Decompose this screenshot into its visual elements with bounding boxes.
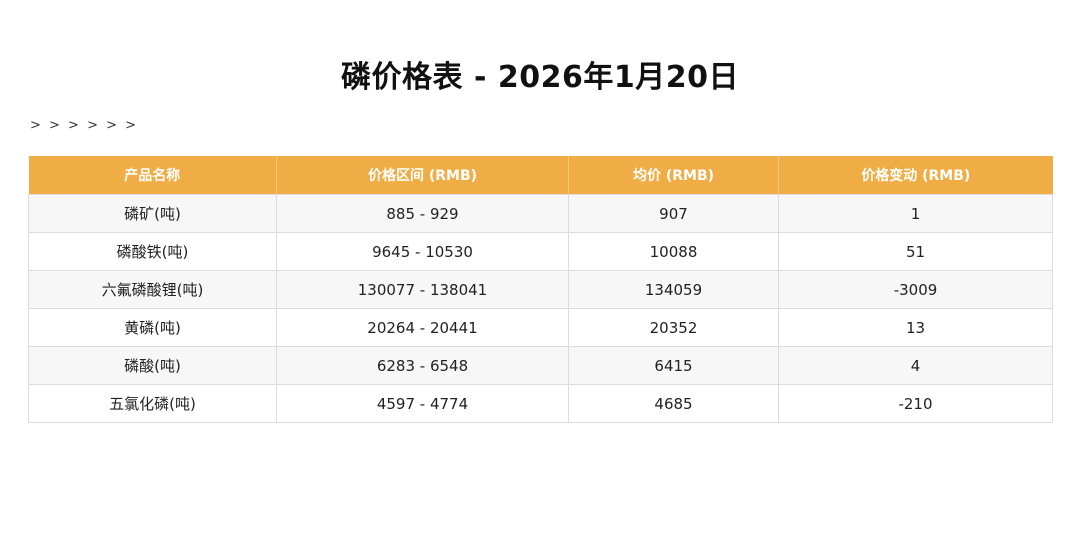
- cell-product-name: 磷酸铁(吨): [28, 232, 277, 271]
- cell-price-change: -210: [778, 384, 1053, 423]
- table-row: 磷酸铁(吨) 9645 - 10530 10088 51: [28, 232, 1053, 271]
- header-price-range: 价格区间 (RMB): [276, 156, 569, 195]
- cell-average-price: 6415: [568, 346, 779, 385]
- header-price-change: 价格变动 (RMB): [778, 156, 1053, 195]
- table-header-row: 产品名称 价格区间 (RMB) 均价 (RMB) 价格变动 (RMB): [28, 156, 1053, 195]
- header-average-price: 均价 (RMB): [568, 156, 779, 195]
- arrow-indicator: > > > > > >: [30, 118, 139, 133]
- cell-product-name: 六氟磷酸锂(吨): [28, 270, 277, 309]
- cell-price-change: 4: [778, 346, 1053, 385]
- cell-price-range: 130077 - 138041: [276, 270, 569, 309]
- cell-product-name: 五氯化磷(吨): [28, 384, 277, 423]
- cell-price-range: 9645 - 10530: [276, 232, 569, 271]
- price-table: 产品名称 价格区间 (RMB) 均价 (RMB) 价格变动 (RMB) 磷矿(吨…: [28, 156, 1053, 423]
- table-row: 磷矿(吨) 885 - 929 907 1: [28, 194, 1053, 233]
- table-row: 六氟磷酸锂(吨) 130077 - 138041 134059 -3009: [28, 270, 1053, 309]
- table-row: 五氯化磷(吨) 4597 - 4774 4685 -210: [28, 384, 1053, 423]
- cell-price-change: 13: [778, 308, 1053, 347]
- cell-average-price: 4685: [568, 384, 779, 423]
- cell-average-price: 10088: [568, 232, 779, 271]
- cell-price-change: -3009: [778, 270, 1053, 309]
- header-product-name: 产品名称: [28, 156, 277, 195]
- cell-product-name: 黄磷(吨): [28, 308, 277, 347]
- cell-average-price: 907: [568, 194, 779, 233]
- table-row: 黄磷(吨) 20264 - 20441 20352 13: [28, 308, 1053, 347]
- cell-average-price: 134059: [568, 270, 779, 309]
- cell-price-range: 6283 - 6548: [276, 346, 569, 385]
- cell-average-price: 20352: [568, 308, 779, 347]
- cell-price-range: 4597 - 4774: [276, 384, 569, 423]
- table-row: 磷酸(吨) 6283 - 6548 6415 4: [28, 346, 1053, 385]
- cell-price-change: 51: [778, 232, 1053, 271]
- page-title: 磷价格表 - 2026年1月20日: [341, 60, 739, 95]
- price-table-container: 产品名称 价格区间 (RMB) 均价 (RMB) 价格变动 (RMB) 磷矿(吨…: [28, 156, 1053, 423]
- cell-product-name: 磷酸(吨): [28, 346, 277, 385]
- cell-price-range: 20264 - 20441: [276, 308, 569, 347]
- cell-price-change: 1: [778, 194, 1053, 233]
- cell-product-name: 磷矿(吨): [28, 194, 277, 233]
- cell-price-range: 885 - 929: [276, 194, 569, 233]
